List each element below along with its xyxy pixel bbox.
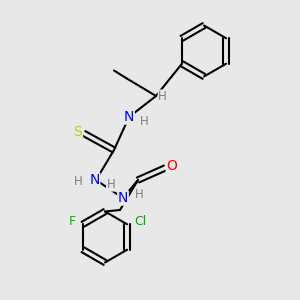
Text: Cl: Cl <box>134 215 147 228</box>
Text: F: F <box>69 215 76 228</box>
Text: O: O <box>166 159 177 172</box>
Text: H: H <box>106 178 116 191</box>
Text: N: N <box>124 110 134 124</box>
Text: H: H <box>135 188 144 202</box>
Text: S: S <box>74 125 82 139</box>
Text: N: N <box>89 173 100 187</box>
Text: N: N <box>118 191 128 205</box>
Text: H: H <box>140 115 148 128</box>
Text: H: H <box>158 90 167 103</box>
Text: H: H <box>74 175 82 188</box>
